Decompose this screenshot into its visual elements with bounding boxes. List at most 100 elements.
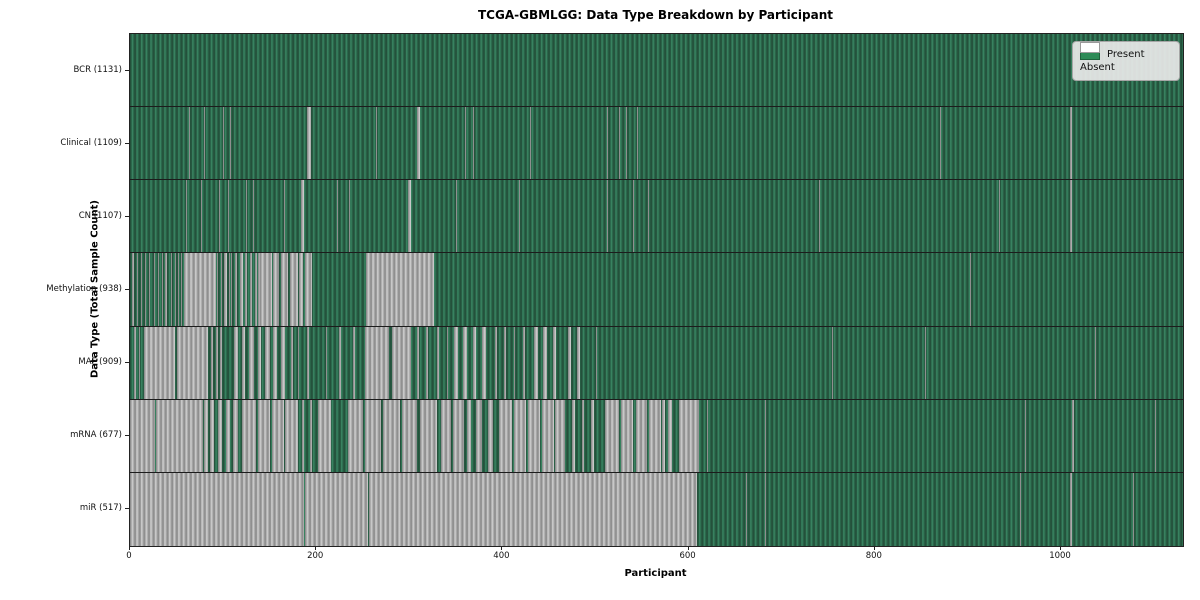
absent-segment: [455, 180, 457, 253]
absent-segment: [260, 253, 273, 326]
absent-segment: [280, 326, 285, 399]
absent-segment: [228, 253, 230, 326]
absent-segment: [265, 326, 270, 399]
absent-segment: [257, 326, 262, 399]
absent-segment: [416, 107, 420, 180]
absent-swatch-icon: [1080, 42, 1100, 53]
absent-segment: [1070, 180, 1073, 253]
x-tick-label: 600: [679, 551, 696, 561]
absent-segment: [250, 253, 252, 326]
absent-segment: [252, 180, 254, 253]
absent-segment: [181, 253, 183, 326]
absent-segment: [230, 253, 233, 326]
absent-segment: [283, 180, 285, 253]
y-tick-mark: [125, 142, 129, 144]
x-tick-label: 200: [307, 551, 324, 561]
absent-segment: [534, 326, 538, 399]
absent-segment: [245, 253, 248, 326]
absent-segment: [223, 107, 225, 180]
absent-segment: [233, 399, 238, 472]
x-tick-mark: [1060, 546, 1062, 550]
absent-segment: [519, 180, 521, 253]
absent-segment: [420, 399, 438, 472]
absent-segment: [219, 180, 221, 253]
absent-segment: [249, 326, 254, 399]
absent-segment: [130, 472, 305, 546]
absent-segment: [572, 399, 576, 472]
absent-segment: [353, 326, 356, 399]
row-BCR: [130, 34, 1183, 108]
x-tick-mark: [315, 546, 317, 550]
absent-segment: [969, 253, 971, 326]
absent-segment: [290, 253, 298, 326]
absent-segment: [1072, 399, 1075, 472]
legend-absent-label: Absent: [1080, 62, 1115, 73]
absent-segment: [174, 253, 176, 326]
absent-segment: [637, 107, 639, 180]
row-CN: [130, 180, 1183, 254]
absent-segment: [170, 253, 172, 326]
absent-segment: [325, 326, 328, 399]
absent-segment: [465, 107, 467, 180]
absent-segment: [131, 253, 134, 326]
y-tick-mark: [125, 289, 129, 290]
absent-segment: [241, 326, 246, 399]
absent-segment: [241, 399, 256, 472]
absent-segment: [216, 253, 219, 326]
absent-segment: [130, 399, 156, 472]
absent-segment: [1132, 472, 1134, 546]
absent-segment: [139, 326, 141, 399]
absent-segment: [257, 399, 270, 472]
absent-segment: [133, 326, 136, 399]
absent-segment: [494, 326, 497, 399]
absent-segment: [215, 326, 218, 399]
legend: Present Absent: [1072, 41, 1180, 81]
absent-segment: [498, 399, 512, 472]
absent-segment: [348, 180, 350, 253]
absent-segment: [258, 253, 261, 326]
absent-segment: [221, 253, 223, 326]
absent-segment: [463, 326, 468, 399]
y-tick-mark: [125, 362, 129, 364]
absent-segment: [165, 253, 168, 326]
absent-segment: [453, 399, 465, 472]
absent-segment: [1155, 399, 1156, 472]
absent-segment: [144, 253, 146, 326]
absent-segment: [437, 326, 440, 399]
legend-present-label: Present: [1107, 49, 1145, 60]
absent-segment: [606, 107, 608, 180]
y-tick-mark: [125, 508, 129, 510]
absent-segment: [157, 253, 159, 326]
x-tick-mark: [129, 546, 130, 550]
absent-segment: [306, 107, 311, 180]
absent-segment: [347, 399, 363, 472]
absent-segment: [305, 472, 369, 546]
absent-segment: [391, 326, 412, 399]
absent-segment: [280, 253, 289, 326]
absent-segment: [446, 326, 449, 399]
absent-segment: [401, 399, 417, 472]
absent-segment: [369, 472, 697, 546]
absent-segment: [225, 399, 230, 472]
absent-segment: [818, 180, 820, 253]
absent-segment: [925, 326, 927, 399]
absent-segment: [156, 399, 203, 472]
absent-segment: [306, 326, 309, 399]
x-tick-mark: [687, 546, 689, 550]
y-tick-label: Methylation (938): [46, 284, 122, 294]
absent-segment: [239, 253, 243, 326]
absent-segment: [408, 180, 412, 253]
absent-segment: [416, 326, 419, 399]
absent-segment: [513, 326, 516, 399]
absent-segment: [336, 180, 338, 253]
absent-segment: [543, 326, 548, 399]
absent-segment: [200, 180, 202, 253]
x-axis-label: Participant: [624, 568, 687, 579]
absent-segment: [476, 399, 482, 472]
absent-segment: [668, 399, 672, 472]
absent-segment: [679, 399, 699, 472]
absent-segment: [426, 326, 428, 399]
absent-segment: [246, 180, 248, 253]
absent-segment: [366, 253, 434, 326]
x-tick-label: 800: [865, 551, 882, 561]
